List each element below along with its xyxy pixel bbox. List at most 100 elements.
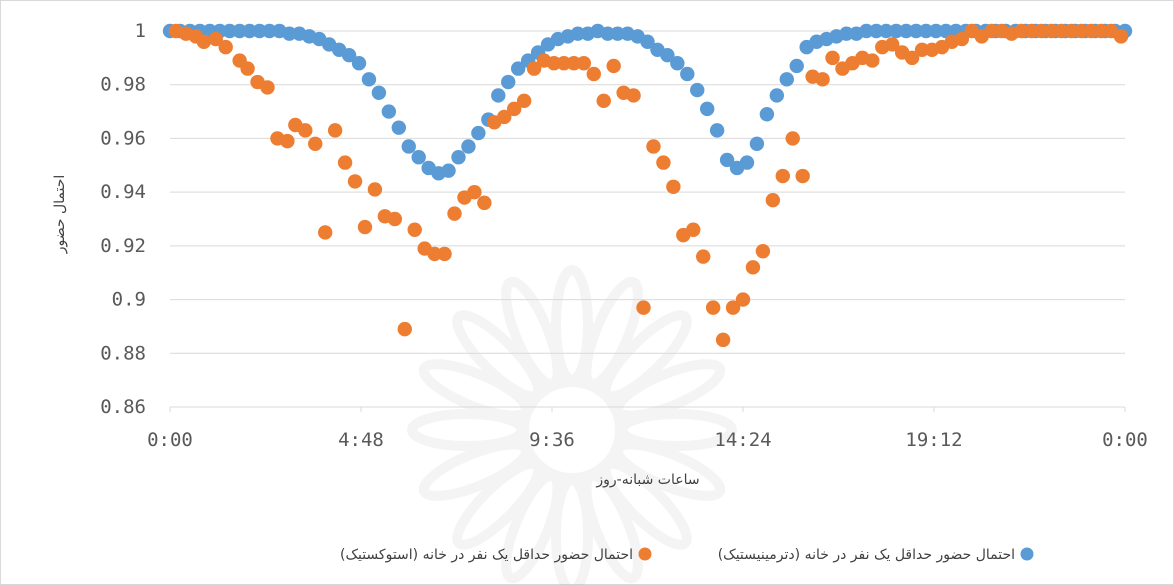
- data-point: [600, 26, 615, 41]
- data-point: [282, 26, 297, 41]
- data-point: [660, 47, 675, 63]
- data-point: [749, 136, 765, 151]
- data-point: [610, 26, 625, 41]
- data-point: [765, 193, 781, 208]
- data-point: [298, 123, 313, 138]
- data-point: [546, 56, 562, 71]
- data-point: [779, 72, 794, 87]
- data-point: [341, 47, 357, 63]
- y-tick-label: 0.94: [100, 181, 146, 203]
- data-point: [367, 182, 383, 197]
- series-layer: [162, 23, 1133, 348]
- data-point: [361, 72, 377, 87]
- data-point: [566, 56, 582, 71]
- data-point: [506, 101, 522, 117]
- data-point: [636, 300, 651, 315]
- x-axis-title: ساعات شبانه-روز: [595, 472, 699, 488]
- data-point: [719, 152, 735, 168]
- data-point: [670, 56, 685, 71]
- data-point: [709, 123, 725, 138]
- data-point: [928, 23, 944, 39]
- data-point: [222, 23, 237, 39]
- data-point: [984, 23, 999, 39]
- data-point: [879, 23, 894, 39]
- data-point: [815, 72, 830, 87]
- data-point: [371, 85, 387, 100]
- data-point: [795, 168, 810, 184]
- data-point: [1064, 23, 1079, 39]
- series-2: [168, 23, 1129, 348]
- data-point: [1113, 29, 1129, 44]
- data-point: [640, 34, 655, 49]
- data-point: [705, 300, 721, 315]
- data-point: [516, 93, 532, 109]
- series-1: [162, 23, 1133, 181]
- x-tick-label: 0:00: [1102, 429, 1148, 451]
- data-point: [789, 58, 804, 74]
- y-tick-label: 0.92: [100, 235, 146, 257]
- y-tick-label: 0.88: [100, 342, 146, 364]
- data-point: [908, 23, 924, 39]
- y-axis-title: احتمال حضور: [52, 175, 68, 255]
- data-point: [839, 26, 854, 41]
- data-point: [904, 50, 920, 66]
- data-point: [606, 58, 621, 74]
- data-point: [680, 66, 695, 82]
- data-point: [885, 37, 900, 52]
- data-point: [327, 123, 343, 138]
- data-point: [497, 109, 512, 125]
- data-point: [397, 321, 412, 337]
- data-point: [381, 104, 397, 119]
- data-point: [785, 131, 800, 146]
- data-point: [280, 133, 295, 149]
- data-point: [699, 101, 715, 117]
- data-point: [441, 163, 456, 178]
- x-tick-label: 4:48: [338, 429, 384, 451]
- data-point: [351, 56, 367, 71]
- data-point: [242, 23, 257, 39]
- data-point: [686, 222, 701, 237]
- data-point: [387, 211, 403, 227]
- data-point: [437, 246, 452, 262]
- x-tick-label: 14:24: [714, 429, 771, 451]
- y-tick-label: 0.98: [100, 74, 146, 96]
- gridlines: [170, 30, 1125, 408]
- data-point: [1034, 23, 1049, 39]
- data-point: [696, 249, 711, 264]
- y-tick-label: 1: [135, 20, 146, 42]
- data-point: [869, 23, 884, 39]
- data-point: [1093, 23, 1109, 39]
- data-point: [317, 225, 333, 240]
- data-point: [308, 136, 323, 151]
- data-point: [407, 222, 422, 237]
- data-point: [586, 66, 601, 82]
- data-point: [755, 244, 771, 259]
- data-point: [865, 53, 880, 68]
- data-point: [526, 61, 542, 76]
- data-point: [690, 82, 705, 98]
- data-point: [954, 31, 970, 47]
- data-point: [471, 125, 486, 141]
- y-tick-label: 0.96: [100, 127, 146, 149]
- data-point: [218, 39, 233, 55]
- data-point: [745, 260, 761, 275]
- x-tick-label: 0:00: [147, 429, 193, 451]
- data-point: [467, 184, 482, 200]
- data-point: [337, 155, 353, 170]
- data-point: [260, 80, 275, 95]
- data-point: [914, 42, 930, 57]
- data-point: [447, 206, 462, 221]
- y-tick-label: 0.86: [100, 396, 146, 418]
- data-point: [1083, 23, 1099, 39]
- data-point: [357, 219, 373, 235]
- data-point: [725, 300, 741, 315]
- data-point: [1044, 23, 1059, 39]
- data-point: [196, 34, 212, 49]
- data-point: [769, 88, 785, 103]
- data-point: [477, 195, 492, 211]
- data-point: [240, 61, 255, 76]
- data-point: [646, 139, 661, 154]
- data-point: [666, 179, 681, 194]
- data-point: [656, 155, 671, 170]
